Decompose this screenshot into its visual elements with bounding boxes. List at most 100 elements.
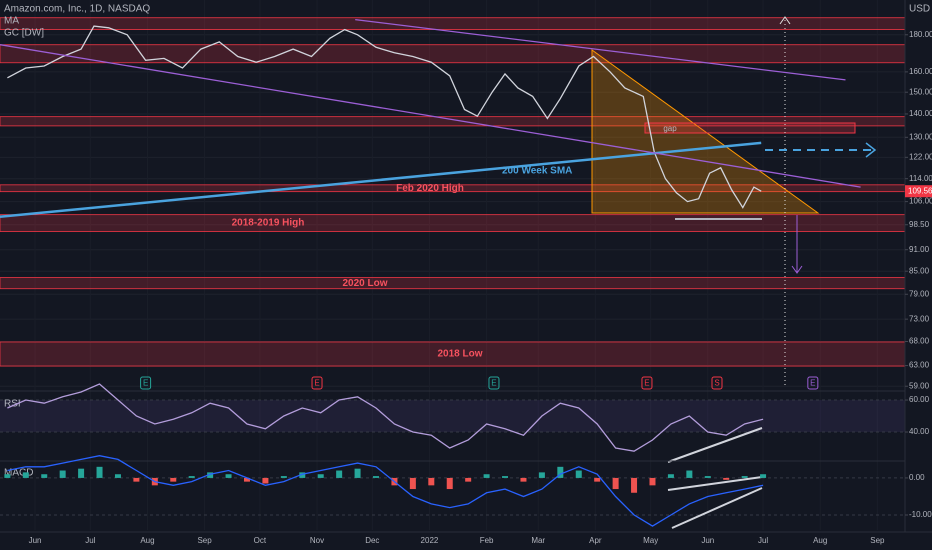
arrow-head (791, 265, 803, 274)
histogram-bar (317, 474, 324, 478)
arrow-head (865, 142, 877, 158)
macd-divergence (671, 487, 763, 529)
histogram-bar (631, 477, 638, 493)
line-series (0, 44, 861, 188)
x-tick-label: Nov (310, 536, 324, 545)
histogram-bar (704, 476, 711, 478)
event-marker (641, 376, 653, 390)
histogram-bar (686, 470, 693, 478)
x-tick-label: Apr (589, 536, 602, 545)
event-marker (711, 376, 723, 390)
drawings (0, 0, 932, 533)
event-marker (311, 376, 323, 390)
histogram-bar (502, 476, 509, 478)
macd-divergence (667, 476, 763, 491)
sma-label: 200 Week SMA (502, 166, 572, 177)
histogram-bar (594, 477, 601, 482)
histogram-bar (723, 477, 730, 480)
histogram-bar (59, 470, 66, 478)
x-tick-label: Aug (813, 536, 827, 545)
zone-label: 2018-2019 High (232, 218, 305, 229)
histogram-bar (575, 470, 582, 478)
event-marker (488, 376, 500, 390)
line-series (7, 383, 764, 452)
y-tick-label: 59.00 (909, 381, 930, 390)
histogram-bar (428, 477, 435, 486)
y-tick-label: 150.00 (909, 87, 932, 96)
histogram-bar (22, 472, 29, 478)
x-tick-label: May (643, 536, 658, 545)
y-tick-label: 140.00 (909, 109, 932, 118)
pane-title: MACD (4, 468, 33, 479)
histogram-bar (4, 474, 11, 478)
x-tick-label: Feb (480, 536, 494, 545)
event-label: E (810, 379, 815, 388)
histogram-bar (465, 477, 472, 482)
x-tick-label: Sep (870, 536, 885, 545)
zone (0, 17, 906, 30)
zone-label: 2018 Low (437, 349, 482, 360)
symbol-title: Amazon.com, Inc., 1D, NASDAQ (4, 4, 150, 15)
y-tick-label: 85.00 (909, 266, 930, 275)
histogram-bar (170, 477, 177, 482)
indicator-label: GC [DW] (4, 28, 44, 39)
x-tick-label: Mar (531, 536, 545, 545)
histogram-bar (133, 477, 140, 482)
y-tick-label: 130.00 (909, 132, 932, 141)
histogram-bar (667, 474, 674, 478)
last-price-box (905, 185, 932, 198)
histogram-bar (557, 466, 564, 478)
histogram-bar (96, 466, 103, 478)
y-tick-label: 122.00 (909, 152, 932, 161)
line-series (355, 18, 846, 81)
histogram-bar (483, 474, 490, 478)
zone (0, 277, 906, 290)
histogram-bar (299, 472, 306, 478)
event-label: E (644, 379, 649, 388)
histogram-bar (649, 477, 656, 486)
histogram-bar (114, 474, 121, 478)
indicator-label: MA (4, 16, 19, 27)
histogram-bar (612, 477, 619, 490)
y-tick-label: 98.50 (909, 220, 930, 229)
y-tick-label: 106.00 (909, 197, 932, 206)
line-series (7, 25, 762, 209)
y-tick-label: 160.00 (909, 67, 932, 76)
histogram-bar (262, 477, 269, 484)
y-tick-label: 60.00 (909, 395, 930, 404)
histogram-bar (225, 474, 232, 478)
x-tick-label: Oct (254, 536, 267, 545)
y-tick-label: 63.00 (909, 361, 930, 370)
histogram-bar (41, 474, 48, 478)
arrow-head (779, 16, 791, 25)
histogram-bar (760, 474, 767, 478)
triangle-pattern (591, 49, 820, 214)
x-tick-label: 2022 (421, 536, 439, 545)
line-series (0, 141, 762, 219)
histogram-bar (373, 476, 380, 478)
rsi-divergence (667, 427, 763, 463)
zone (0, 214, 906, 232)
histogram-bar (538, 472, 545, 478)
histogram-bar (188, 476, 195, 478)
histogram-bar (243, 477, 250, 482)
line-series (7, 455, 764, 527)
y-tick-label: 91.00 (909, 245, 930, 254)
histogram-bar (354, 468, 361, 478)
event-marker (807, 376, 819, 390)
x-tick-label: Sep (197, 536, 212, 545)
x-tick-label: Aug (140, 536, 154, 545)
x-tick-label: Jul (85, 536, 95, 545)
pane (0, 399, 905, 433)
zone-label: 2020 Low (342, 278, 387, 289)
event-label: E (143, 379, 148, 388)
histogram-bar (78, 468, 85, 478)
y-tick-label: 0.00 (909, 473, 925, 482)
gap-label: gap (663, 124, 677, 133)
histogram-bar (409, 477, 416, 490)
y-tick-label: 73.00 (909, 314, 930, 323)
x-tick-label: Jun (701, 536, 714, 545)
